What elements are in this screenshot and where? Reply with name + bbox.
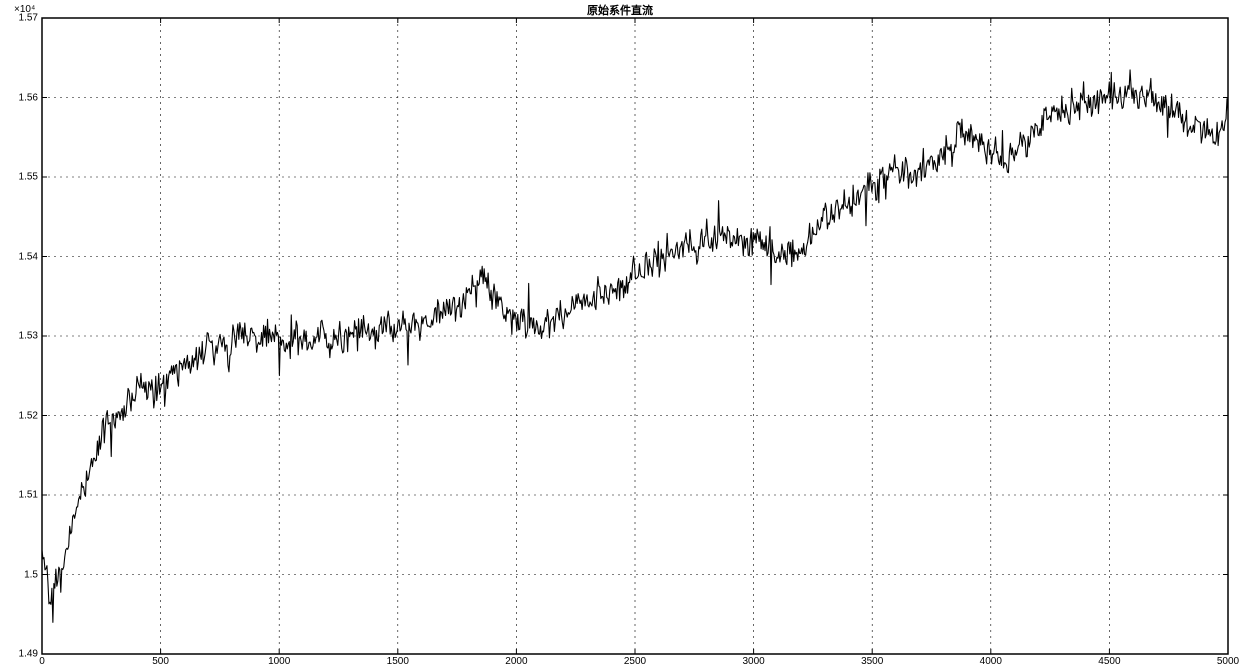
xtick-label: 3000 bbox=[742, 656, 764, 667]
xtick-label: 2000 bbox=[505, 656, 527, 667]
ytick-label: 1.52 bbox=[4, 410, 38, 421]
xtick-label: 1500 bbox=[387, 656, 409, 667]
series-line bbox=[42, 70, 1228, 622]
xtick-label: 3500 bbox=[861, 656, 883, 667]
chart-title: 原始系件直流 bbox=[0, 2, 1240, 18]
ytick-label: 1.54 bbox=[4, 251, 38, 262]
ytick-label: 1.56 bbox=[4, 92, 38, 103]
ytick-label: 1.51 bbox=[4, 490, 38, 501]
figure: 原始系件直流 ×10⁴ 1.491.51.511.521.531.541.551… bbox=[0, 0, 1240, 672]
plot-area bbox=[42, 18, 1228, 654]
xtick-label: 500 bbox=[152, 656, 169, 667]
xtick-label: 0 bbox=[39, 656, 45, 667]
ytick-label: 1.53 bbox=[4, 331, 38, 342]
xtick-label: 1000 bbox=[268, 656, 290, 667]
ytick-label: 1.57 bbox=[4, 13, 38, 24]
ytick-label: 1.55 bbox=[4, 172, 38, 183]
plot-svg bbox=[42, 18, 1228, 654]
xtick-label: 5000 bbox=[1217, 656, 1239, 667]
ytick-label: 1.49 bbox=[4, 649, 38, 660]
xtick-label: 4500 bbox=[1098, 656, 1120, 667]
xtick-label: 4000 bbox=[980, 656, 1002, 667]
ytick-label: 1.5 bbox=[4, 569, 38, 580]
xtick-label: 2500 bbox=[624, 656, 646, 667]
